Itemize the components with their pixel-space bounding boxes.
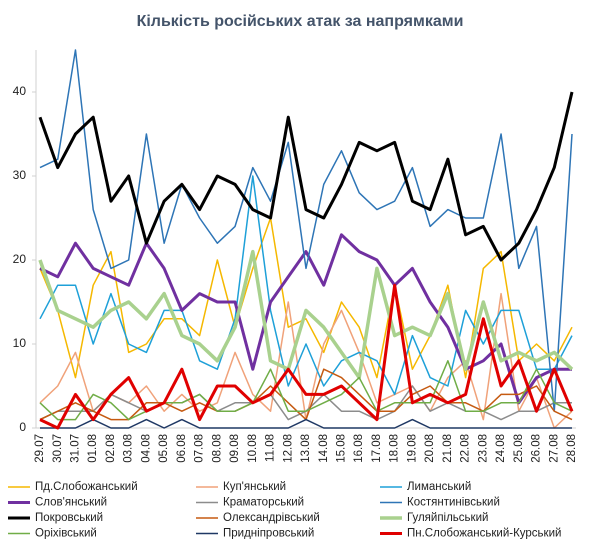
legend-label: Олександрівський xyxy=(223,512,320,524)
x-tick-label: 17.08 xyxy=(371,434,383,463)
x-tick-label: 11.08 xyxy=(265,434,277,462)
chart-title: Кількість російських атак за напрямками xyxy=(137,13,464,30)
x-tick-label: 28.08 xyxy=(566,434,578,463)
x-tick-label: 01.08 xyxy=(87,434,99,463)
x-tick-label: 22.08 xyxy=(460,434,472,463)
x-tick-label: 21.08 xyxy=(442,434,454,463)
x-tick-label: 29.07 xyxy=(34,434,46,463)
series-line xyxy=(39,233,572,405)
x-tick-label: 31.07 xyxy=(69,434,81,463)
legend-label: Пн.Слобожанський-Курський xyxy=(407,528,561,540)
x-tick-label: 25.08 xyxy=(513,434,525,463)
x-tick-label: 19.08 xyxy=(406,434,418,463)
series-line xyxy=(39,49,573,412)
x-tick-label: 30.07 xyxy=(52,434,64,463)
x-tick-label: 10.08 xyxy=(247,434,259,463)
series-line xyxy=(38,249,574,380)
legend-label: Оріхівський xyxy=(35,528,97,540)
series-line xyxy=(39,175,573,396)
y-tick-label: 40 xyxy=(13,84,27,98)
y-tick-label: 30 xyxy=(13,168,27,182)
x-tick-label: 16.08 xyxy=(353,434,365,463)
legend-label: Гуляйпільський xyxy=(407,512,488,524)
x-tick-label: 08.08 xyxy=(211,434,223,463)
legend-label: Лиманський xyxy=(407,481,471,493)
x-tick-label: 13.08 xyxy=(300,434,312,463)
legend-label: Куп'янський xyxy=(223,481,286,493)
x-tick-label: 26.08 xyxy=(531,434,543,463)
x-tick-label: 23.08 xyxy=(477,434,489,463)
series-line xyxy=(39,360,573,421)
x-tick-label: 09.08 xyxy=(229,434,241,463)
legend-label: Пд.Слобожанський xyxy=(35,481,138,493)
x-tick-label: 18.08 xyxy=(389,434,401,463)
series-line xyxy=(40,418,572,429)
legend-label: Придніпровський xyxy=(223,528,314,540)
x-tick-label: 27.08 xyxy=(548,434,560,463)
y-tick-label: 10 xyxy=(13,336,27,350)
x-tick-label: 05.08 xyxy=(158,434,170,463)
x-tick-label: 03.08 xyxy=(123,434,135,463)
legend-label: Покровський xyxy=(35,512,103,524)
series-line xyxy=(39,283,574,430)
legend-label: Краматорський xyxy=(223,497,304,509)
series-line xyxy=(39,217,573,379)
x-tick-label: 04.08 xyxy=(140,434,152,463)
x-tick-label: 02.08 xyxy=(105,434,117,463)
y-tick-label: 20 xyxy=(13,252,27,266)
legend-label: Слов'янський xyxy=(35,497,107,509)
y-tick-label: 0 xyxy=(19,420,26,434)
x-tick-label: 12.08 xyxy=(282,434,294,463)
x-tick-label: 06.08 xyxy=(176,434,188,463)
x-tick-label: 15.08 xyxy=(335,434,347,463)
series-line xyxy=(38,91,574,262)
x-tick-label: 07.08 xyxy=(194,434,206,463)
x-tick-label: 24.08 xyxy=(495,434,507,463)
legend-label: Костянтинівський xyxy=(407,497,500,509)
x-tick-label: 20.08 xyxy=(424,434,436,463)
x-tick-label: 14.08 xyxy=(318,434,330,463)
